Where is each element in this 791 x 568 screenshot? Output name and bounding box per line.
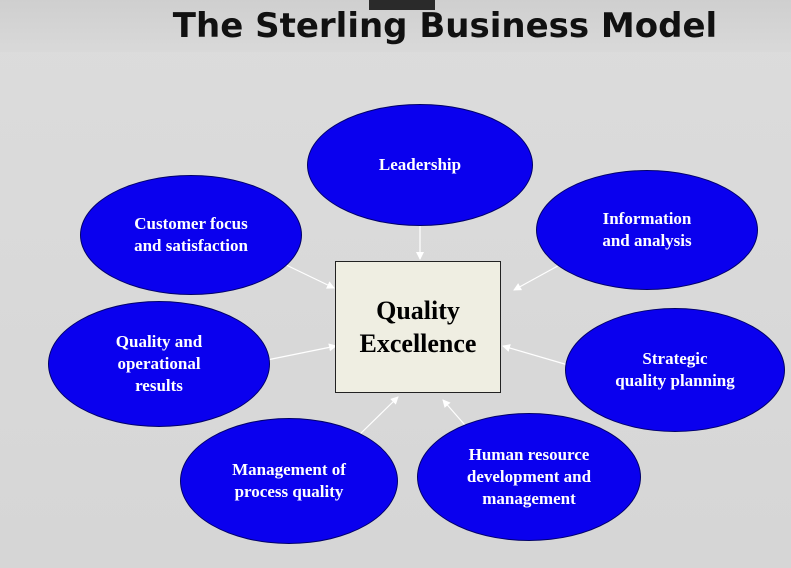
slide-title: The Sterling Business Model bbox=[172, 6, 718, 46]
node-customer-focus-and-satisfaction: Customer focus and satisfaction bbox=[80, 175, 302, 295]
node-management-of-process-quality: Management of process quality bbox=[180, 418, 398, 544]
node-information-and-analysis: Information and analysis bbox=[536, 170, 758, 290]
node-human-resource-development: Human resource development and managemen… bbox=[417, 413, 641, 541]
connector-customer-focus bbox=[281, 262, 335, 289]
connector-strategic bbox=[502, 344, 569, 366]
node-leadership: Leadership bbox=[307, 104, 533, 226]
connector-operational-results bbox=[266, 343, 337, 361]
node-quality-and-operational-results: Quality and operational results bbox=[48, 301, 270, 427]
node-strategic-quality-planning: Strategic quality planning bbox=[565, 308, 785, 432]
connector-process-quality bbox=[356, 396, 399, 438]
title-tab-marker bbox=[369, 0, 435, 10]
connector-information bbox=[513, 261, 566, 291]
center-quality-excellence: Quality Excellence bbox=[335, 261, 501, 393]
